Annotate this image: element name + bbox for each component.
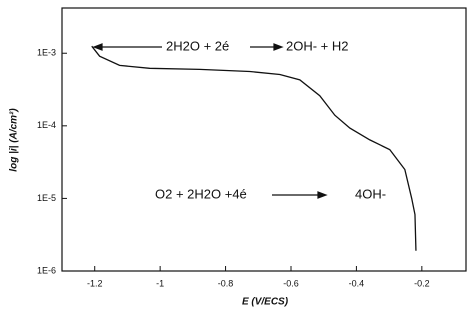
x-tick-label: -0.4: [349, 278, 365, 288]
annotation: 4OH-: [355, 186, 386, 201]
arrow-head: [317, 191, 328, 199]
y-tick-label: 1E-6: [37, 265, 56, 275]
y-axis-title: log |i| (A/cm²): [9, 108, 20, 172]
x-tick-label: -1.2: [87, 278, 103, 288]
x-tick-label: -0.6: [283, 278, 299, 288]
annotation: 2H2O + 2é: [166, 38, 229, 53]
annotation: 2OH- + H2: [286, 38, 349, 53]
arrows: [92, 43, 328, 199]
y-tick-label: 1E-5: [37, 193, 56, 203]
x-tick-label: -0.8: [218, 278, 234, 288]
y-tick-label: 1E-4: [37, 120, 56, 130]
arrow-head: [92, 43, 103, 51]
x-axis-title: E (V/ECS): [242, 297, 289, 308]
x-tick-label: -0.2: [414, 278, 430, 288]
arrow-head: [273, 43, 284, 51]
plot-frame: [61, 7, 467, 272]
x-tick-label: -1: [156, 278, 164, 288]
y-tick-label: 1E-3: [37, 48, 56, 58]
annotation: O2 + 2H2O +4é: [155, 186, 247, 201]
line-series: [91, 45, 417, 251]
